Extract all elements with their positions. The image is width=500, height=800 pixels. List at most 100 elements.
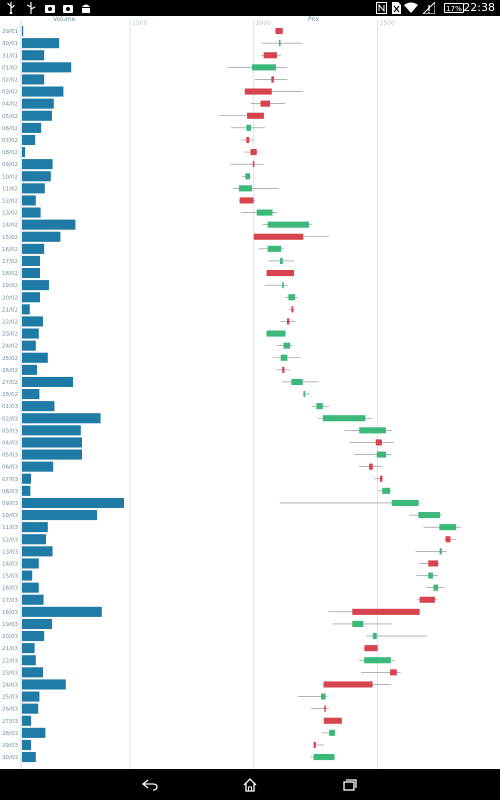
volume-bar: [22, 558, 39, 569]
volume-bar: [22, 195, 36, 206]
candle-body: [278, 40, 281, 47]
date-label: 15/03: [2, 574, 19, 580]
volume-bar: [22, 534, 46, 545]
volume-bar: [22, 110, 52, 121]
date-label: 08/03: [2, 489, 19, 495]
chart-area[interactable]: 1500 2000 2500 Volume Prix 29/01 30/01 31/01 01/…: [0, 16, 500, 769]
date-label: 06/03: [2, 465, 19, 471]
navigation-bar: [0, 769, 500, 800]
date-label: 13/03: [2, 549, 19, 555]
volume-bar: [22, 485, 31, 496]
volume-bar: [22, 86, 64, 97]
date-label: 27/02: [2, 380, 18, 386]
date-label: 03/03: [2, 428, 19, 434]
date-label: 31/01: [2, 53, 19, 59]
date-label: 03/02: [2, 90, 18, 96]
volume-bar: [22, 594, 44, 605]
volume-bar: [22, 255, 40, 266]
date-label: 01/02: [2, 65, 18, 71]
candle-body: [288, 294, 296, 301]
volume-bar: [22, 316, 43, 327]
candle-body: [260, 100, 271, 107]
candle-body: [303, 391, 306, 398]
date-label: 17/03: [2, 598, 19, 604]
date-label: 06/02: [2, 126, 18, 132]
price-tick-label: 2000: [256, 20, 271, 27]
volume-bar: [22, 546, 53, 557]
volume-bar: [22, 727, 46, 738]
volume-bar: [22, 667, 43, 678]
date-label: 18/02: [2, 271, 18, 277]
volume-bar: [22, 159, 53, 170]
date-label: 11/02: [2, 186, 18, 192]
date-label: 22/03: [2, 658, 19, 664]
candle-body: [313, 754, 335, 761]
volume-bar: [22, 292, 40, 303]
date-label: 21/02: [2, 307, 18, 313]
candle-body: [364, 645, 378, 652]
price-tick-label: 1500: [132, 20, 147, 27]
candle-body: [329, 729, 335, 736]
android-icon: [80, 2, 92, 14]
volume-bar: [22, 606, 102, 617]
candle-body: [359, 427, 386, 434]
usb-icon: [6, 2, 16, 14]
clock: 22:38: [463, 1, 495, 14]
nfc-icon: [376, 2, 387, 14]
date-label: 26/02: [2, 368, 18, 374]
date-label: 13/02: [2, 211, 18, 217]
candle-body: [250, 149, 257, 156]
candle-body: [283, 342, 291, 349]
date-label: 22/02: [2, 319, 18, 325]
date-label: 26/03: [2, 707, 19, 713]
candle-body: [253, 233, 304, 240]
date-label: 23/02: [2, 332, 18, 338]
volume-bar: [22, 631, 45, 642]
candlestick-chart[interactable]: 1500 2000 2500 Volume Prix 29/01 30/01 31/01 01/…: [0, 16, 500, 769]
volume-bar: [22, 352, 48, 363]
volume-bar: [22, 50, 45, 61]
date-label: 25/02: [2, 356, 18, 362]
date-label: 10/03: [2, 513, 19, 519]
candle-body: [246, 124, 252, 131]
date-label: 07/02: [2, 138, 18, 144]
candle-body: [369, 463, 373, 470]
date-label: 09/02: [2, 162, 18, 168]
date-label: 25/03: [2, 695, 19, 701]
date-label: 05/03: [2, 453, 19, 459]
date-label: 04/02: [2, 102, 18, 108]
candle-body: [428, 560, 439, 567]
date-label: 23/03: [2, 670, 19, 676]
candle-body: [266, 270, 295, 277]
volume-bar: [22, 340, 36, 351]
volume-bar: [22, 703, 39, 714]
volume-bar: [22, 231, 61, 242]
candle-body: [445, 536, 451, 543]
volume-bar: [22, 522, 48, 533]
home-button[interactable]: [230, 773, 270, 797]
candle-body: [352, 608, 420, 615]
volume-bar: [22, 207, 41, 218]
candle-body: [323, 681, 373, 688]
volume-bar: [22, 26, 24, 37]
date-label: 24/03: [2, 682, 19, 688]
volume-bar: [22, 461, 54, 472]
candle-body: [267, 221, 309, 228]
volume-bar: [22, 171, 51, 182]
recent-apps-button[interactable]: [330, 773, 370, 797]
candle-body: [321, 693, 326, 700]
date-label: 17/02: [2, 259, 18, 265]
date-label: 08/02: [2, 150, 18, 156]
date-label: 16/03: [2, 586, 19, 592]
candle-body: [252, 64, 277, 71]
date-label: 16/02: [2, 247, 18, 253]
date-label: 15/02: [2, 235, 18, 241]
candle-body: [352, 620, 364, 627]
candle-body: [313, 741, 316, 748]
volume-bar: [22, 328, 39, 339]
signal-icon: [423, 2, 435, 14]
battery-icon: 17%: [444, 3, 464, 13]
back-button[interactable]: [130, 773, 170, 797]
date-label: 01/03: [2, 404, 19, 410]
volume-bar: [22, 425, 81, 436]
